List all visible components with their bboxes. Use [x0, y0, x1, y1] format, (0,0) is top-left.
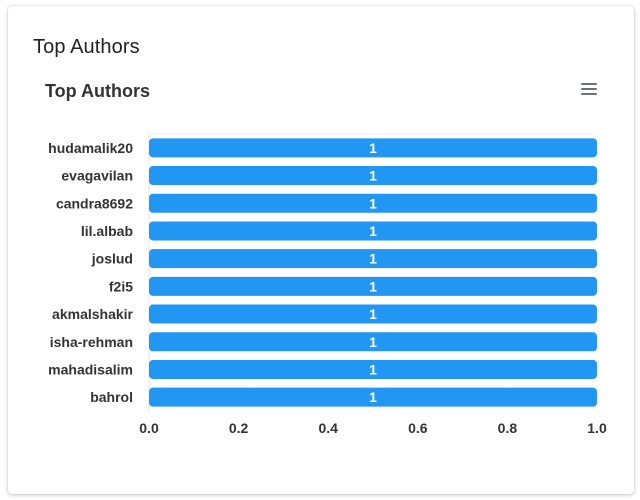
data-label: 1 [369, 278, 377, 294]
x-tick-label: 0.0 [139, 420, 159, 436]
bar-evagavilan[interactable] [149, 166, 597, 186]
category-label: evagavilan [61, 168, 133, 184]
data-label: 1 [369, 195, 377, 211]
category-label: candra8692 [56, 195, 133, 211]
data-label: 1 [369, 361, 377, 377]
bar-candra8692[interactable] [149, 193, 597, 213]
bar-akmalshakir[interactable] [149, 304, 597, 324]
bar-joslud[interactable] [149, 249, 597, 269]
category-label: hudamalik20 [48, 140, 133, 156]
hamburger-menu-icon[interactable] [579, 80, 599, 98]
data-label: 1 [369, 251, 377, 267]
category-label: mahadisalim [48, 361, 133, 377]
data-label: 1 [369, 223, 377, 239]
x-tick-label: 0.6 [408, 420, 428, 436]
plot-area: 1 hudamalik20 1 evagavilan 1 candra8692 1 lil.a… [48, 133, 607, 436]
category-label: f2i5 [109, 278, 133, 294]
category-label: isha-rehman [50, 334, 133, 350]
bar-chart: Top Authors 1 hudamalik20 1 evagavilan 1 cand… [45, 81, 607, 436]
bar-isha-rehman[interactable] [149, 332, 597, 352]
x-tick-label: 0.4 [318, 420, 338, 436]
x-tick-label: 0.8 [498, 420, 518, 436]
data-label: 1 [369, 334, 377, 350]
bar-mahadisalim[interactable] [149, 359, 597, 379]
top-authors-card: Top Authors Top Authors 1 hudamalik20 1 eva… [8, 6, 634, 494]
card-title: Top Authors [33, 36, 140, 58]
bar-hudamalik20[interactable] [149, 138, 597, 158]
data-label: 1 [369, 140, 377, 156]
data-label: 1 [369, 306, 377, 322]
category-label: joslud [91, 251, 133, 267]
chart-title: Top Authors [45, 81, 150, 101]
x-tick-label: 0.2 [229, 420, 249, 436]
category-label: bahrol [90, 389, 133, 405]
bar-f2i5[interactable] [149, 276, 597, 296]
bar-bahrol[interactable] [149, 387, 597, 407]
chart-container: Top Authors 1 hudamalik20 1 evagavilan 1 cand… [8, 6, 634, 494]
category-label: akmalshakir [52, 306, 133, 322]
data-label: 1 [369, 389, 377, 405]
bar-lil.albab[interactable] [149, 221, 597, 241]
category-label: lil.albab [81, 223, 133, 239]
data-label: 1 [369, 168, 377, 184]
x-tick-label: 1.0 [587, 420, 607, 436]
